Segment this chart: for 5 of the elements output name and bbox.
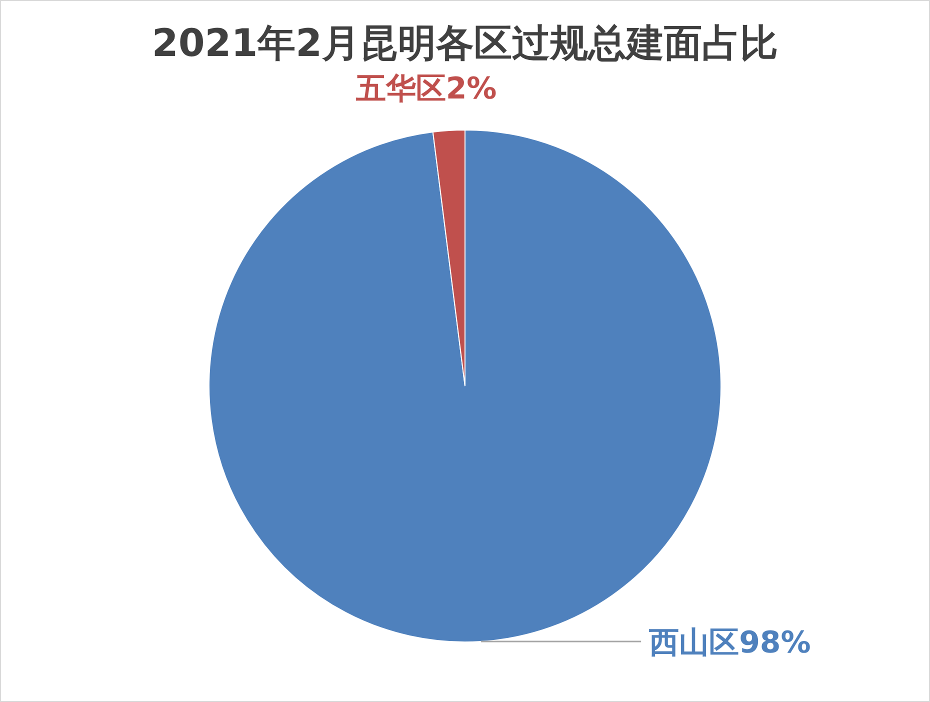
chart-title: 2021年2月昆明各区过规总建面占比 bbox=[152, 21, 778, 65]
data-label: 98% bbox=[739, 625, 811, 660]
slice-label: 西山区 bbox=[648, 625, 740, 660]
data-label: 2% bbox=[446, 72, 497, 107]
slice-label: 五华区 bbox=[354, 72, 446, 107]
